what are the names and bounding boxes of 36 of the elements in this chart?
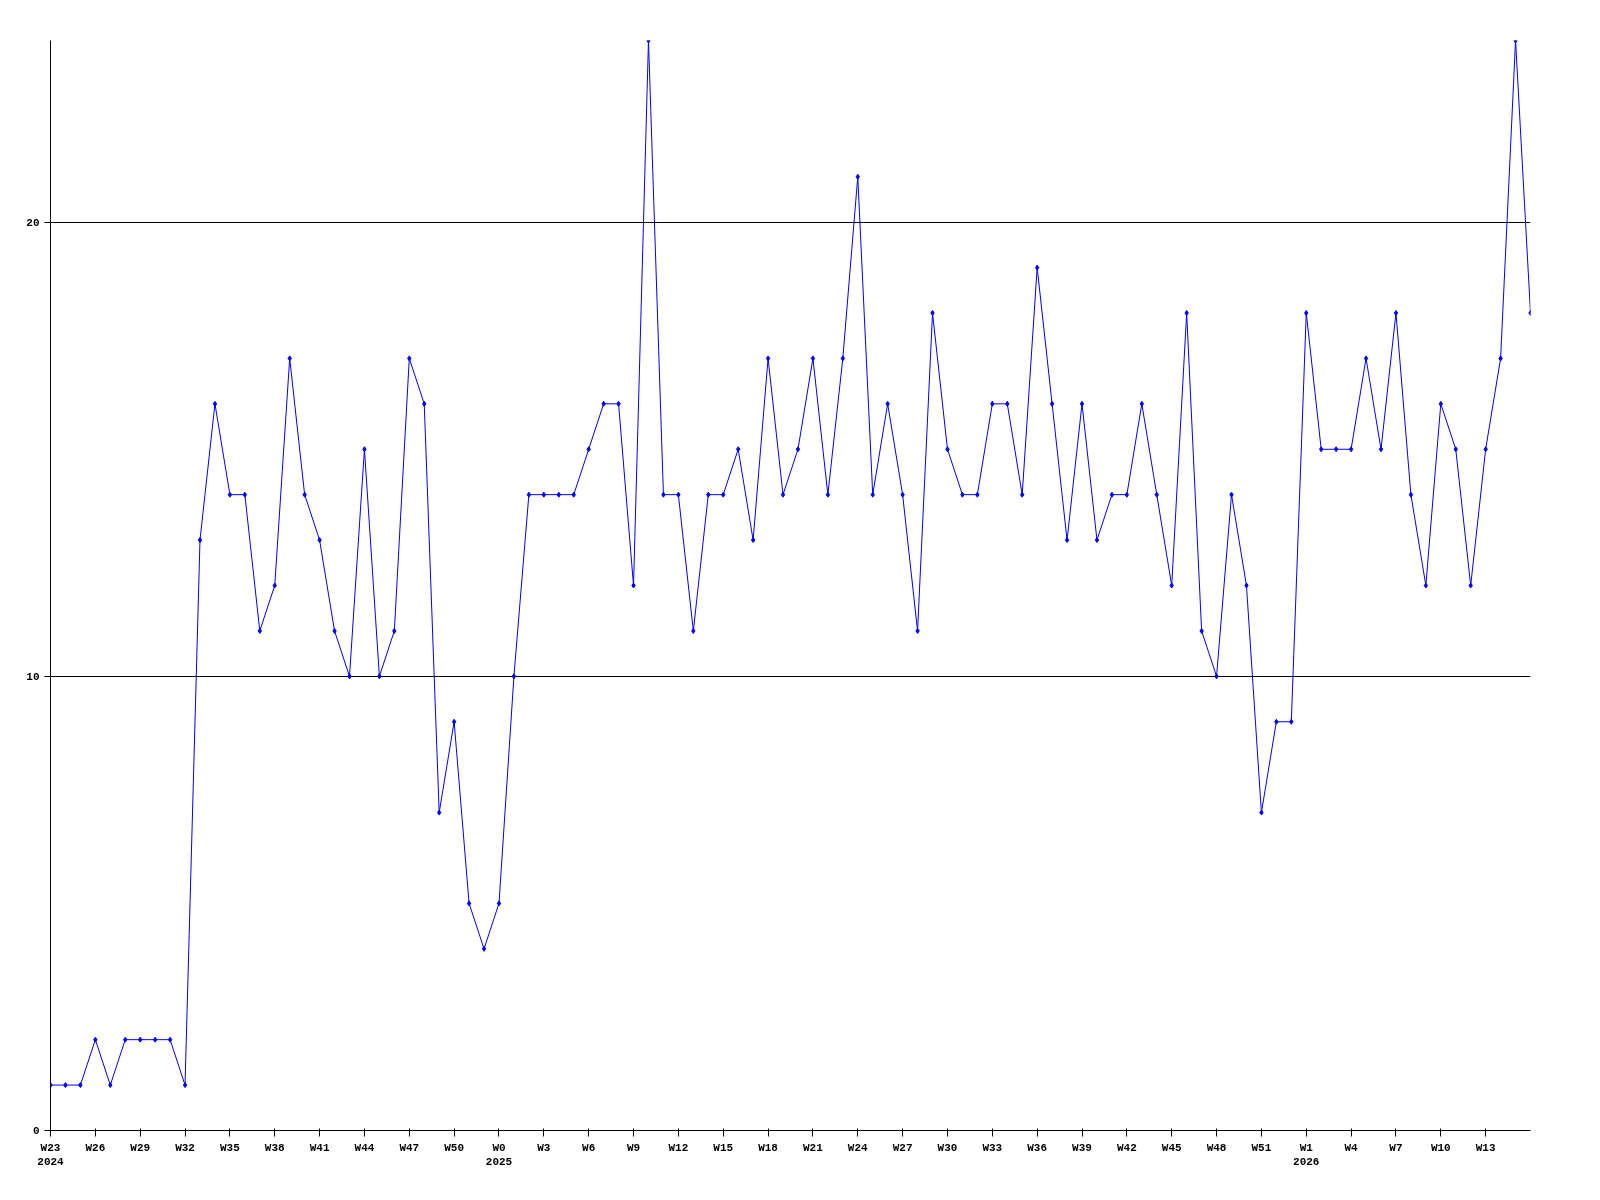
x-tick-label: W33 (982, 1141, 1003, 1154)
y-tick-label: 20 (26, 216, 40, 229)
x-tick-label: W39 (1072, 1141, 1092, 1154)
x-tick-label: W15 (713, 1141, 734, 1154)
x-tick-label: W12 (668, 1141, 689, 1154)
x-tick-label: W38 (264, 1141, 286, 1154)
x-tick-label: W3 (537, 1141, 551, 1154)
y-tick-label: 0 (32, 1125, 40, 1137)
x-tick-label: W4 (1344, 1141, 1359, 1154)
x-tick-label: W50 (444, 1141, 465, 1154)
x-tick-label: W1 2026 (1293, 1141, 1320, 1168)
x-tick-label: W26 (85, 1141, 106, 1154)
x-tick-label: W29 (130, 1141, 151, 1154)
x-tick-label: W32 (175, 1141, 195, 1154)
x-tick-label: W7 (1389, 1141, 1403, 1154)
x-tick-label: W13 (1475, 1141, 1496, 1154)
x-tick-label: W18 (758, 1141, 779, 1154)
x-tick-label: W24 (847, 1141, 869, 1154)
x-tick-label: W0 2025 (485, 1141, 513, 1168)
x-tick-label: W21 (803, 1141, 824, 1154)
y-tick-label: 10 (26, 670, 40, 683)
x-tick-label: W42 (1116, 1141, 1137, 1154)
x-tick-label: W44 (354, 1141, 375, 1154)
x-tick-label: W48 (1206, 1141, 1227, 1154)
x-tick-label: W47 (399, 1141, 420, 1154)
x-tick-label: W30 (937, 1141, 958, 1154)
x-tick-label: W6 (582, 1141, 596, 1154)
x-tick-label: W41 (309, 1141, 330, 1154)
x-tick-label: W35 (219, 1141, 241, 1154)
x-tick-label: W9 (626, 1141, 641, 1154)
x-tick-label: W27 (892, 1141, 913, 1154)
x-tick-label: W51 (1251, 1141, 1272, 1154)
x-tick-label: W23 2024 (37, 1141, 65, 1168)
x-tick-label: W36 (1027, 1141, 1048, 1154)
x-tick-label: W45 (1161, 1141, 1183, 1154)
x-tick-label: W10 (1430, 1141, 1451, 1154)
